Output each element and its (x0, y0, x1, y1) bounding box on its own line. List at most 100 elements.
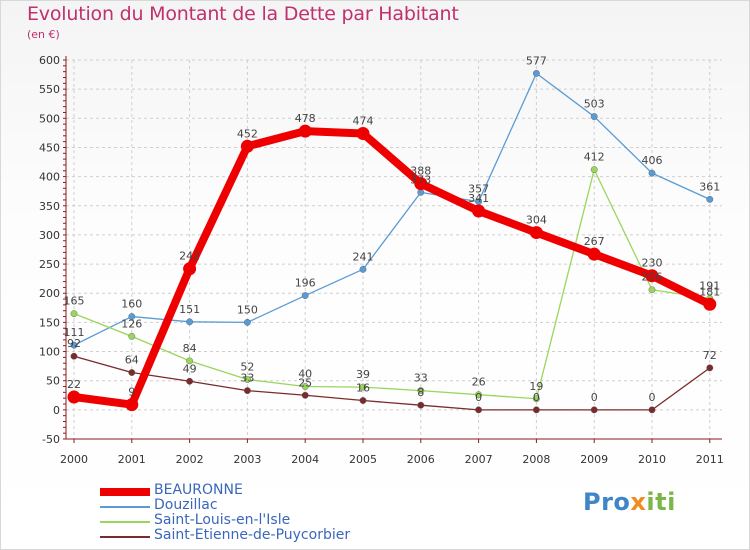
data-point (475, 391, 482, 399)
data-label: 33 (240, 372, 254, 385)
data-point (648, 169, 656, 177)
data-label: 49 (183, 362, 197, 375)
data-label: 474 (353, 114, 374, 127)
data-point (590, 113, 598, 120)
data-point (533, 395, 540, 403)
series-line (73, 168, 710, 400)
data-point (706, 195, 714, 203)
data-point (475, 406, 482, 414)
data-point (529, 226, 543, 240)
data-point (70, 352, 78, 360)
data-label: 191 (699, 279, 720, 292)
legend-swatch (100, 488, 150, 496)
legend-swatch (100, 521, 150, 523)
legend-swatch (100, 506, 150, 508)
data-point (186, 318, 194, 326)
data-label: 357 (468, 183, 489, 196)
y-tick-label: 50 (46, 375, 60, 388)
data-point (587, 247, 601, 261)
legend-label: Douzillac (154, 497, 218, 513)
y-tick-label: -50 (42, 433, 60, 446)
x-tick-label: 2006 (407, 453, 435, 466)
y-tick-label: 450 (39, 141, 60, 154)
proxiti-logo: Proxiti (583, 488, 676, 516)
data-point (648, 406, 656, 414)
data-label: 267 (584, 235, 605, 248)
data-label: 150 (237, 303, 258, 316)
x-tick-label: 2007 (465, 453, 493, 466)
series-line (73, 72, 711, 346)
data-label: 412 (584, 151, 605, 164)
legend-swatch (100, 536, 150, 538)
data-label: 478 (295, 112, 316, 125)
data-point (417, 188, 425, 196)
x-tick-label: 2008 (522, 453, 550, 466)
data-point (243, 376, 251, 383)
data-point (243, 387, 251, 395)
y-tick-label: 200 (39, 287, 60, 300)
y-tick-label: 300 (39, 229, 60, 242)
y-tick-label: 400 (39, 171, 60, 184)
data-label: 241 (353, 250, 374, 263)
data-label: 92 (67, 337, 81, 350)
data-label: 341 (468, 192, 489, 205)
x-tick-label: 2001 (118, 453, 146, 466)
data-point (301, 383, 309, 390)
data-label: 304 (526, 214, 547, 227)
y-tick-label: 150 (39, 316, 60, 329)
data-point (706, 364, 714, 372)
data-label: 160 (121, 298, 142, 311)
data-point (359, 383, 367, 391)
data-point (645, 269, 659, 283)
data-label: 0 (475, 391, 482, 404)
data-label: 406 (642, 154, 663, 167)
x-tick-label: 2009 (580, 453, 608, 466)
data-point (472, 204, 486, 218)
y-tick-label: 600 (39, 54, 60, 67)
data-label: 503 (584, 98, 605, 111)
y-tick-label: 250 (39, 258, 60, 271)
data-label: 181 (699, 285, 720, 298)
data-label: 52 (240, 361, 254, 374)
data-label: 9 (128, 386, 135, 399)
y-tick-label: 500 (39, 112, 60, 125)
data-label: 0 (533, 391, 540, 404)
data-point (359, 265, 367, 273)
series-line (73, 355, 711, 411)
data-label: 196 (295, 277, 316, 290)
data-point (128, 313, 136, 320)
y-tick-label: 100 (39, 346, 60, 359)
x-tick-label: 2010 (638, 453, 666, 466)
data-point (183, 262, 197, 276)
data-point (128, 369, 136, 376)
data-label: 39 (356, 368, 370, 381)
y-tick-label: 0 (53, 404, 60, 417)
data-label: 111 (64, 326, 85, 339)
data-label: 388 (410, 165, 431, 178)
x-tick-label: 2002 (176, 453, 204, 466)
data-point (128, 332, 136, 340)
chart-title: Evolution du Montant de la Dette par Hab… (27, 3, 459, 25)
data-label: 126 (121, 317, 142, 330)
data-point (533, 406, 540, 414)
data-label: 577 (526, 54, 547, 67)
data-label: 8 (417, 386, 424, 399)
data-label: 26 (472, 376, 486, 389)
data-label: 33 (414, 372, 428, 385)
data-label: 206 (642, 271, 663, 284)
x-tick-label: 2011 (696, 453, 724, 466)
x-tick-label: 2003 (233, 453, 261, 466)
data-label: 16 (356, 382, 370, 395)
data-label: 242 (179, 250, 200, 263)
legend-label: BEAURONNE (154, 482, 243, 498)
data-point (125, 398, 139, 412)
data-point (590, 406, 598, 414)
data-point (186, 357, 194, 365)
data-label: 0 (649, 391, 656, 404)
x-tick-label: 2000 (60, 453, 88, 466)
y-tick-label: 550 (39, 83, 60, 96)
data-point (417, 401, 425, 409)
x-tick-label: 2005 (349, 453, 377, 466)
